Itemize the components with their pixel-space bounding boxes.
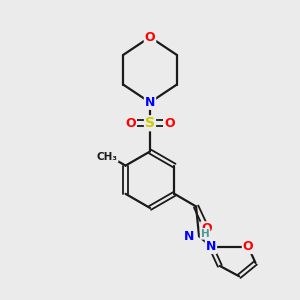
Text: O: O <box>145 31 155 44</box>
Text: O: O <box>125 117 136 130</box>
Text: CH₃: CH₃ <box>97 152 118 162</box>
Text: O: O <box>164 117 175 130</box>
Text: O: O <box>243 240 254 253</box>
Text: H: H <box>201 229 209 239</box>
Text: O: O <box>201 222 212 235</box>
Text: N: N <box>206 240 216 253</box>
Text: N: N <box>145 96 155 109</box>
Text: N: N <box>184 230 194 243</box>
Text: S: S <box>145 116 155 130</box>
